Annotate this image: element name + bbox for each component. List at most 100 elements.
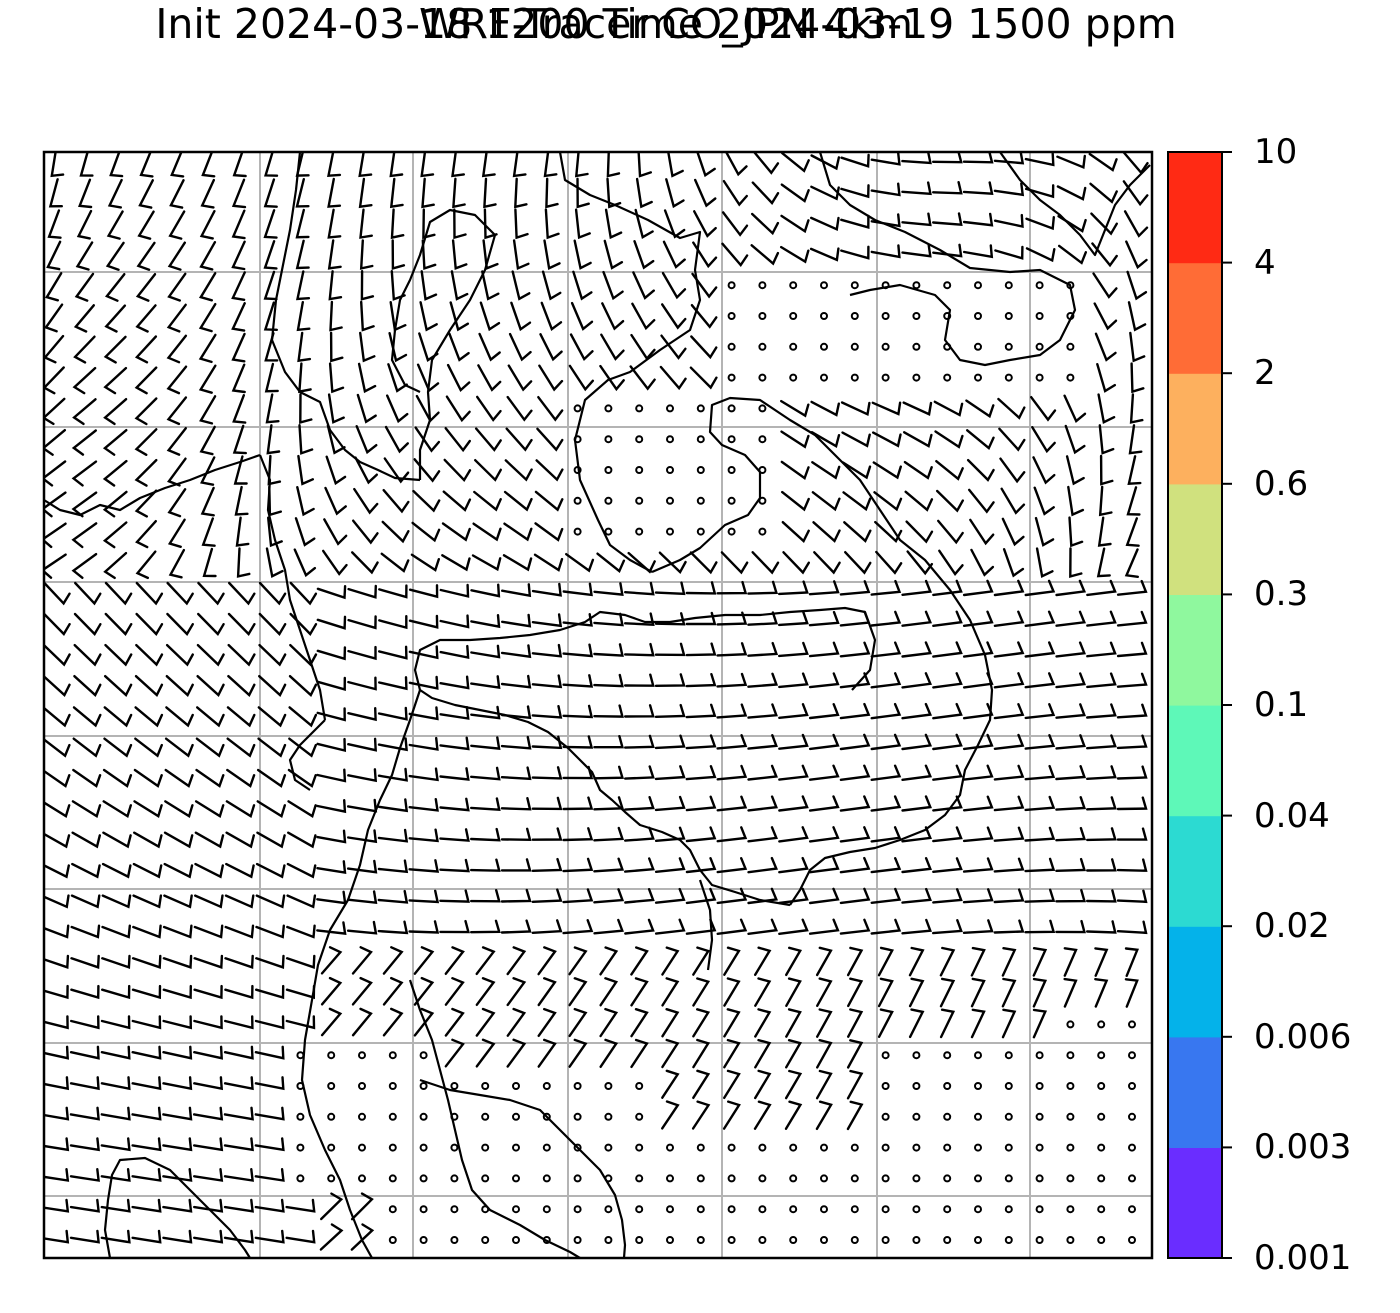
wind-barb: [633, 240, 655, 270]
wind-barb: [413, 946, 435, 975]
wind-barb: [562, 888, 594, 904]
wind-barb: [75, 241, 94, 271]
wind-barb: [661, 1069, 680, 1099]
wind-barb: [500, 919, 532, 934]
wind-barb: [692, 241, 718, 269]
wind-barb: [232, 424, 247, 455]
calm-marker: [696, 496, 705, 505]
wind-barb: [685, 887, 717, 905]
wind-barb: [201, 152, 216, 178]
wind-barb: [444, 1007, 465, 1037]
wind-barb: [1056, 154, 1086, 170]
wind-barb: [390, 270, 406, 301]
wind-barb: [544, 208, 560, 240]
wind-barb: [323, 518, 348, 546]
wind-barb: [570, 301, 594, 331]
wind-barb: [780, 460, 810, 480]
wind-barb: [870, 702, 902, 720]
wind-barb: [470, 797, 501, 811]
calm-marker: [1066, 1112, 1075, 1121]
wind-barb: [441, 554, 471, 572]
calm-marker: [727, 373, 736, 382]
calm-marker: [1066, 373, 1075, 382]
calm-marker: [1066, 1020, 1075, 1029]
wind-barb: [1125, 240, 1148, 270]
wind-barb: [134, 335, 158, 364]
wind-barb: [1068, 516, 1084, 548]
wind-barb: [843, 521, 872, 543]
calm-marker: [1004, 281, 1013, 290]
colorbar-tick-label: 0.001: [1254, 1238, 1352, 1278]
wind-barb: [839, 702, 871, 720]
calm-marker: [881, 342, 890, 351]
calm-marker: [850, 342, 859, 351]
wind-barb: [439, 706, 470, 720]
wind-barb: [389, 301, 407, 332]
wind-barb: [325, 455, 347, 486]
wind-barb: [537, 1038, 557, 1068]
wind-barb: [264, 362, 279, 393]
wind-barb: [135, 643, 164, 667]
wind-barb: [1116, 703, 1148, 719]
wind-barb: [44, 1015, 69, 1030]
wind-barb: [1088, 152, 1118, 172]
wind-barb: [780, 430, 810, 449]
calm-marker: [758, 404, 767, 413]
calm-marker: [912, 1112, 921, 1121]
wind-barb: [901, 672, 933, 689]
wind-barb: [167, 241, 186, 271]
wind-barbs: [44, 152, 1149, 1251]
calm-marker: [604, 435, 613, 444]
wind-barb: [413, 1007, 435, 1037]
wind-barb: [408, 736, 439, 751]
wind-barb: [531, 705, 563, 719]
wind-barb: [508, 332, 532, 362]
calm-marker: [850, 1205, 859, 1214]
wind-barb: [295, 152, 310, 177]
wind-barb: [297, 454, 314, 486]
wind-barb: [1055, 919, 1086, 934]
wind-barb: [44, 675, 71, 697]
wind-barb: [606, 152, 621, 178]
wind-barb: [131, 1045, 162, 1060]
wind-barb: [535, 459, 564, 482]
calm-marker: [388, 1205, 397, 1214]
wind-barb: [258, 643, 287, 667]
wind-barb: [439, 736, 470, 751]
wind-barb: [692, 1069, 711, 1099]
wind-barb: [73, 675, 102, 697]
wind-barb: [74, 581, 102, 606]
wind-barb: [347, 798, 378, 813]
wind-barb: [288, 675, 318, 697]
calm-marker: [604, 1112, 613, 1121]
wind-barb: [131, 1076, 162, 1091]
wind-barb: [408, 798, 439, 812]
calm-marker: [912, 1205, 921, 1214]
wind-barb: [562, 613, 593, 627]
wind-barb: [254, 1137, 285, 1152]
calm-marker: [666, 496, 674, 505]
wind-barb: [226, 768, 256, 788]
wind-barb: [624, 888, 655, 904]
wind-barb: [377, 889, 409, 904]
wind-barb: [870, 182, 901, 197]
wind-barb: [132, 862, 163, 879]
calm-marker: [635, 1174, 644, 1183]
wind-barb: [1086, 920, 1117, 934]
wind-barb: [289, 581, 318, 606]
wind-barb: [360, 300, 375, 332]
calm-marker: [1066, 1082, 1075, 1090]
wind-barb: [135, 612, 164, 636]
wind-barb: [531, 888, 563, 903]
wind-barb: [167, 457, 187, 487]
wind-barb: [232, 152, 247, 178]
wind-barb: [132, 924, 162, 939]
wind-barb: [685, 642, 717, 657]
calm-marker: [1128, 1051, 1136, 1060]
wind-barb: [478, 332, 501, 362]
wind-barb: [288, 737, 317, 758]
wind-barb: [908, 977, 925, 1008]
calm-marker: [912, 312, 921, 320]
wind-barb: [962, 212, 994, 227]
wind-barb: [1024, 734, 1056, 750]
